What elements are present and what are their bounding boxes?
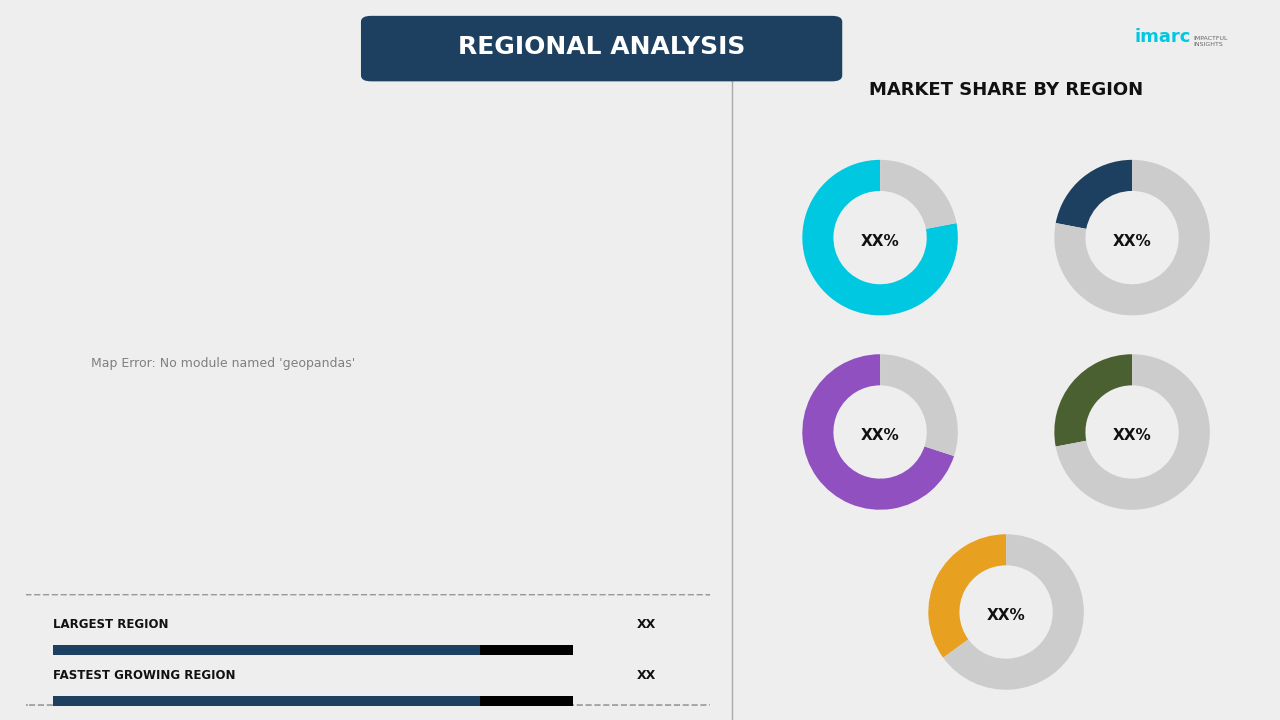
Text: REGIONAL ANALYSIS: REGIONAL ANALYSIS	[458, 35, 745, 59]
FancyBboxPatch shape	[361, 16, 842, 81]
Wedge shape	[1055, 354, 1132, 446]
Text: XX: XX	[636, 669, 655, 682]
Wedge shape	[1056, 354, 1210, 510]
Wedge shape	[1055, 160, 1210, 315]
Text: XX%: XX%	[1112, 428, 1152, 444]
Text: XX%: XX%	[860, 234, 900, 249]
Text: XX%: XX%	[860, 428, 900, 444]
Wedge shape	[1056, 160, 1132, 229]
Bar	[480, 696, 573, 706]
Wedge shape	[881, 160, 956, 229]
Text: LARGEST REGION: LARGEST REGION	[52, 618, 169, 631]
Wedge shape	[943, 534, 1084, 690]
Wedge shape	[928, 534, 1006, 657]
Wedge shape	[803, 354, 954, 510]
Text: FASTEST GROWING REGION: FASTEST GROWING REGION	[52, 669, 236, 682]
Text: XX%: XX%	[1112, 234, 1152, 249]
Text: IMPACTFUL
INSIGHTS: IMPACTFUL INSIGHTS	[1193, 36, 1228, 47]
Wedge shape	[803, 160, 957, 315]
Bar	[52, 645, 573, 654]
Bar	[480, 645, 573, 654]
Text: imarc: imarc	[1134, 29, 1190, 46]
Text: Map Error: No module named 'geopandas': Map Error: No module named 'geopandas'	[91, 357, 356, 370]
Text: XX%: XX%	[987, 608, 1025, 624]
Bar	[52, 696, 573, 706]
Text: XX: XX	[636, 618, 655, 631]
Text: MARKET SHARE BY REGION: MARKET SHARE BY REGION	[869, 81, 1143, 99]
Wedge shape	[881, 354, 957, 456]
